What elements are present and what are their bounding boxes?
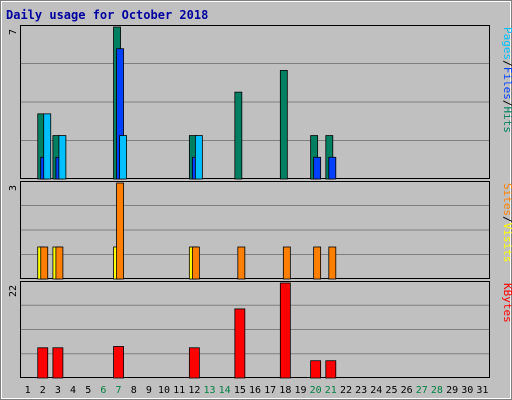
x-tick-label-11: 11: [173, 385, 185, 396]
y-max-label-top: 7: [8, 29, 19, 35]
bar-hits-day-18: [279, 70, 288, 180]
bar-kbytes-day-15: [234, 308, 246, 379]
x-tick-label-13: 13: [203, 385, 215, 396]
bar-files-day-21: [328, 156, 337, 180]
bar-sites-day-20: [313, 246, 322, 280]
bar-hits-day-15: [234, 91, 243, 180]
x-tick-label-24: 24: [370, 385, 382, 396]
x-tick-label-28: 28: [431, 385, 443, 396]
x-tick-label-4: 4: [70, 385, 76, 396]
bar-pages-day-3: [58, 135, 67, 180]
x-tick-label-12: 12: [188, 385, 200, 396]
x-tick-label-10: 10: [158, 385, 170, 396]
x-tick-label-6: 6: [100, 385, 106, 396]
x-tick-label-17: 17: [264, 385, 276, 396]
x-tick-label-26: 26: [401, 385, 413, 396]
chart-title: Daily usage for October 2018: [6, 8, 208, 22]
x-tick-label-9: 9: [146, 385, 152, 396]
x-tick-label-29: 29: [446, 385, 458, 396]
x-tick-label-22: 22: [340, 385, 352, 396]
bar-kbytes-day-7: [113, 346, 124, 379]
bar-sites-day-3: [55, 246, 64, 280]
legend-entry-hits: Hits: [501, 107, 512, 134]
x-tick-label-25: 25: [385, 385, 397, 396]
bar-sites-day-12: [191, 246, 200, 280]
legend-entry-pages: Pages: [501, 27, 512, 60]
bar-sites-day-7: [116, 182, 124, 280]
x-tick-label-2: 2: [40, 385, 46, 396]
bar-kbytes-day-3: [52, 347, 64, 379]
bar-kbytes-day-2: [37, 347, 49, 379]
bar-pages-day-2: [43, 113, 52, 180]
x-tick-label-23: 23: [355, 385, 367, 396]
legend-bottom: KBytes: [501, 283, 512, 323]
x-tick-label-15: 15: [234, 385, 246, 396]
legend-entry-sep1: /: [501, 216, 512, 223]
bar-pages-day-12: [194, 135, 203, 180]
x-tick-label-30: 30: [461, 385, 473, 396]
x-tick-label-21: 21: [325, 385, 337, 396]
x-tick-label-27: 27: [416, 385, 428, 396]
x-tick-label-14: 14: [219, 385, 231, 396]
plot-frame-bottom: [20, 281, 490, 378]
x-tick-label-5: 5: [85, 385, 91, 396]
x-tick-label-1: 1: [25, 385, 31, 396]
bar-kbytes-day-12: [188, 347, 200, 379]
bar-kbytes-day-21: [325, 360, 337, 379]
x-tick-label-16: 16: [249, 385, 261, 396]
bar-sites-day-15: [237, 246, 246, 280]
bar-kbytes-day-20: [310, 360, 322, 379]
bar-files-day-20: [313, 156, 322, 180]
x-tick-label-31: 31: [476, 385, 488, 396]
bar-sites-day-2: [40, 246, 49, 280]
legend-entry-files: Files: [501, 67, 512, 100]
plot-frame-top: [20, 25, 490, 179]
legend-entry-sites: Sites: [501, 183, 512, 216]
bar-sites-day-21: [328, 246, 337, 280]
legend-top: Pages/Files/Hits: [501, 27, 512, 133]
bar-sites-day-18: [282, 246, 291, 280]
x-tick-label-7: 7: [116, 385, 122, 396]
legend-middle: Sites/Visits: [501, 183, 512, 263]
x-tick-label-8: 8: [131, 385, 137, 396]
x-tick-label-20: 20: [310, 385, 322, 396]
x-tick-label-19: 19: [294, 385, 306, 396]
legend-entry-kbytes: KBytes: [501, 283, 512, 323]
bar-kbytes-day-18: [279, 282, 291, 379]
legend-entry-sep1: /: [501, 60, 512, 67]
legend-entry-sep2: /: [501, 100, 512, 107]
y-max-label-bottom: 22: [8, 285, 19, 297]
legend-entry-visits: Visits: [501, 223, 512, 263]
x-tick-label-18: 18: [279, 385, 291, 396]
bar-pages-day-7: [119, 135, 127, 180]
y-max-label-middle: 3: [8, 185, 19, 191]
x-tick-label-3: 3: [55, 385, 61, 396]
plot-frame-middle: [20, 181, 490, 279]
